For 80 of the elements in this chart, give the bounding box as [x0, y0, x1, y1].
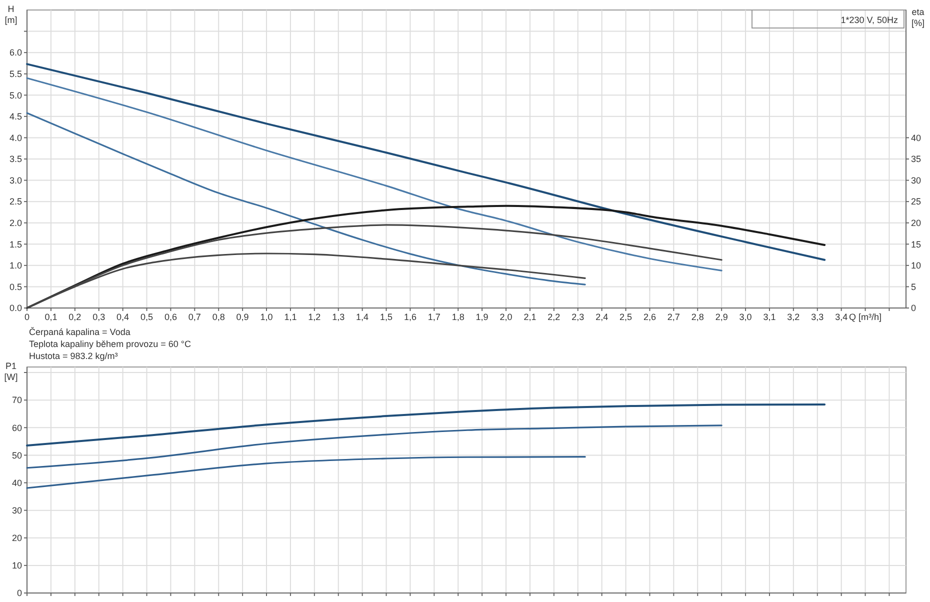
- y2-axis-title: eta [%]: [911, 7, 925, 28]
- y-tick-label: 2.5: [9, 196, 22, 207]
- x-tick-label: 3,2: [787, 312, 800, 322]
- y-tick-label: 2.0: [9, 218, 22, 228]
- x-tick-label: 2,8: [691, 312, 704, 322]
- x-tick-label: 1,6: [404, 312, 416, 322]
- y-tick-label: 1.0: [9, 260, 22, 271]
- annotation: 1*230 V, 50Hz: [840, 15, 898, 25]
- line-series: [26, 403, 826, 447]
- y-tick-label: 0.0: [9, 303, 22, 314]
- x-tick-label: 0,1: [44, 312, 58, 322]
- x-tick-label: 2,9: [715, 312, 728, 322]
- y-tick-label: 50: [12, 450, 22, 460]
- y-tick-label: 4.0: [9, 132, 22, 143]
- x-tick-label: 0,5: [140, 312, 154, 322]
- y-tick-label: 1.5: [9, 239, 22, 250]
- x-tick-label: 2,2: [548, 312, 560, 322]
- line-series: [26, 204, 826, 309]
- x-tick-label: 1,3: [332, 312, 345, 322]
- y-tick-label: 6.0: [9, 48, 22, 58]
- y2-tick-label: 15: [911, 239, 922, 250]
- y2-tick-label: 10: [911, 260, 922, 271]
- y2-tick-label: 35: [911, 154, 922, 164]
- x-tick-label: 3,3: [811, 312, 824, 322]
- line-series: [26, 424, 722, 469]
- line-series: [26, 456, 586, 489]
- x-tick-label: 1,5: [380, 312, 393, 322]
- x-tick-label: 0,3: [92, 312, 106, 322]
- y-tick-label: 70: [12, 395, 22, 406]
- line-series: [26, 63, 826, 261]
- x-tick-label: 0,8: [212, 312, 225, 322]
- x-tick-label: 1,0: [260, 312, 273, 322]
- x-tick-label: 2,1: [524, 312, 536, 322]
- y-tick-label: 60: [12, 422, 22, 433]
- x-tick-label: 2,4: [596, 312, 608, 322]
- line-series: [26, 112, 586, 286]
- y-tick-label: 10: [12, 560, 22, 571]
- x-tick-label: 1,2: [308, 312, 321, 322]
- y-tick-label: 40: [12, 478, 22, 488]
- x-tick-label: 1,9: [476, 312, 488, 322]
- y-tick-label: 0: [16, 588, 22, 598]
- y-tick-label: 0.5: [9, 282, 22, 292]
- line-series: [26, 77, 722, 272]
- y-axis-title: H [m]: [4, 4, 18, 25]
- text: Teplota kapaliny během provozu = 60 °C: [29, 339, 192, 349]
- y2-tick-label: 0: [911, 303, 916, 314]
- x-tick-label: 2,0: [500, 312, 512, 322]
- x-tick-label: 0,9: [236, 312, 249, 322]
- x-tick-label: 0: [24, 312, 30, 322]
- y-tick-label: 5.0: [9, 90, 22, 100]
- x-tick-label: 1,8: [452, 312, 464, 322]
- x-tick-label: 1,4: [356, 312, 369, 322]
- text: Hustota = 983.2 kg/m³: [29, 351, 118, 361]
- x-tick-label: 0,7: [188, 312, 201, 322]
- x-tick-label: 3,1: [763, 312, 776, 322]
- y2-tick-label: 30: [911, 175, 922, 186]
- y-tick-label: 4.5: [9, 112, 22, 122]
- x-tick-label: 0,2: [68, 312, 82, 322]
- x-tick-label: 2,5: [620, 312, 632, 322]
- x-tick-label: 2,7: [667, 312, 680, 322]
- x-tick-label: 3,4: [835, 312, 848, 322]
- x-axis-title: Q [m³/h]: [849, 312, 882, 322]
- x-tick-label: 0,6: [164, 312, 177, 322]
- text: Čerpaná kapalina = Voda: [29, 327, 130, 337]
- y2-tick-label: 40: [911, 132, 922, 143]
- y-tick-label: 20: [12, 533, 22, 544]
- y-tick-label: 3.0: [9, 175, 22, 186]
- y-tick-label: 5.5: [9, 69, 22, 80]
- x-tick-label: 2,3: [572, 312, 584, 322]
- y2-tick-label: 5: [911, 282, 916, 292]
- x-tick-label: 1,1: [284, 312, 297, 322]
- y-tick-label: 3.5: [9, 154, 22, 164]
- y2-tick-label: 25: [911, 196, 922, 207]
- y-axis-title: P1 [W]: [4, 361, 18, 382]
- x-tick-label: 3,0: [739, 312, 752, 322]
- y2-tick-label: 20: [911, 218, 922, 228]
- y-tick-label: 30: [12, 505, 22, 516]
- x-tick-label: 0,4: [116, 312, 130, 322]
- x-tick-label: 2,6: [643, 312, 656, 322]
- x-tick-label: 1,7: [428, 312, 440, 322]
